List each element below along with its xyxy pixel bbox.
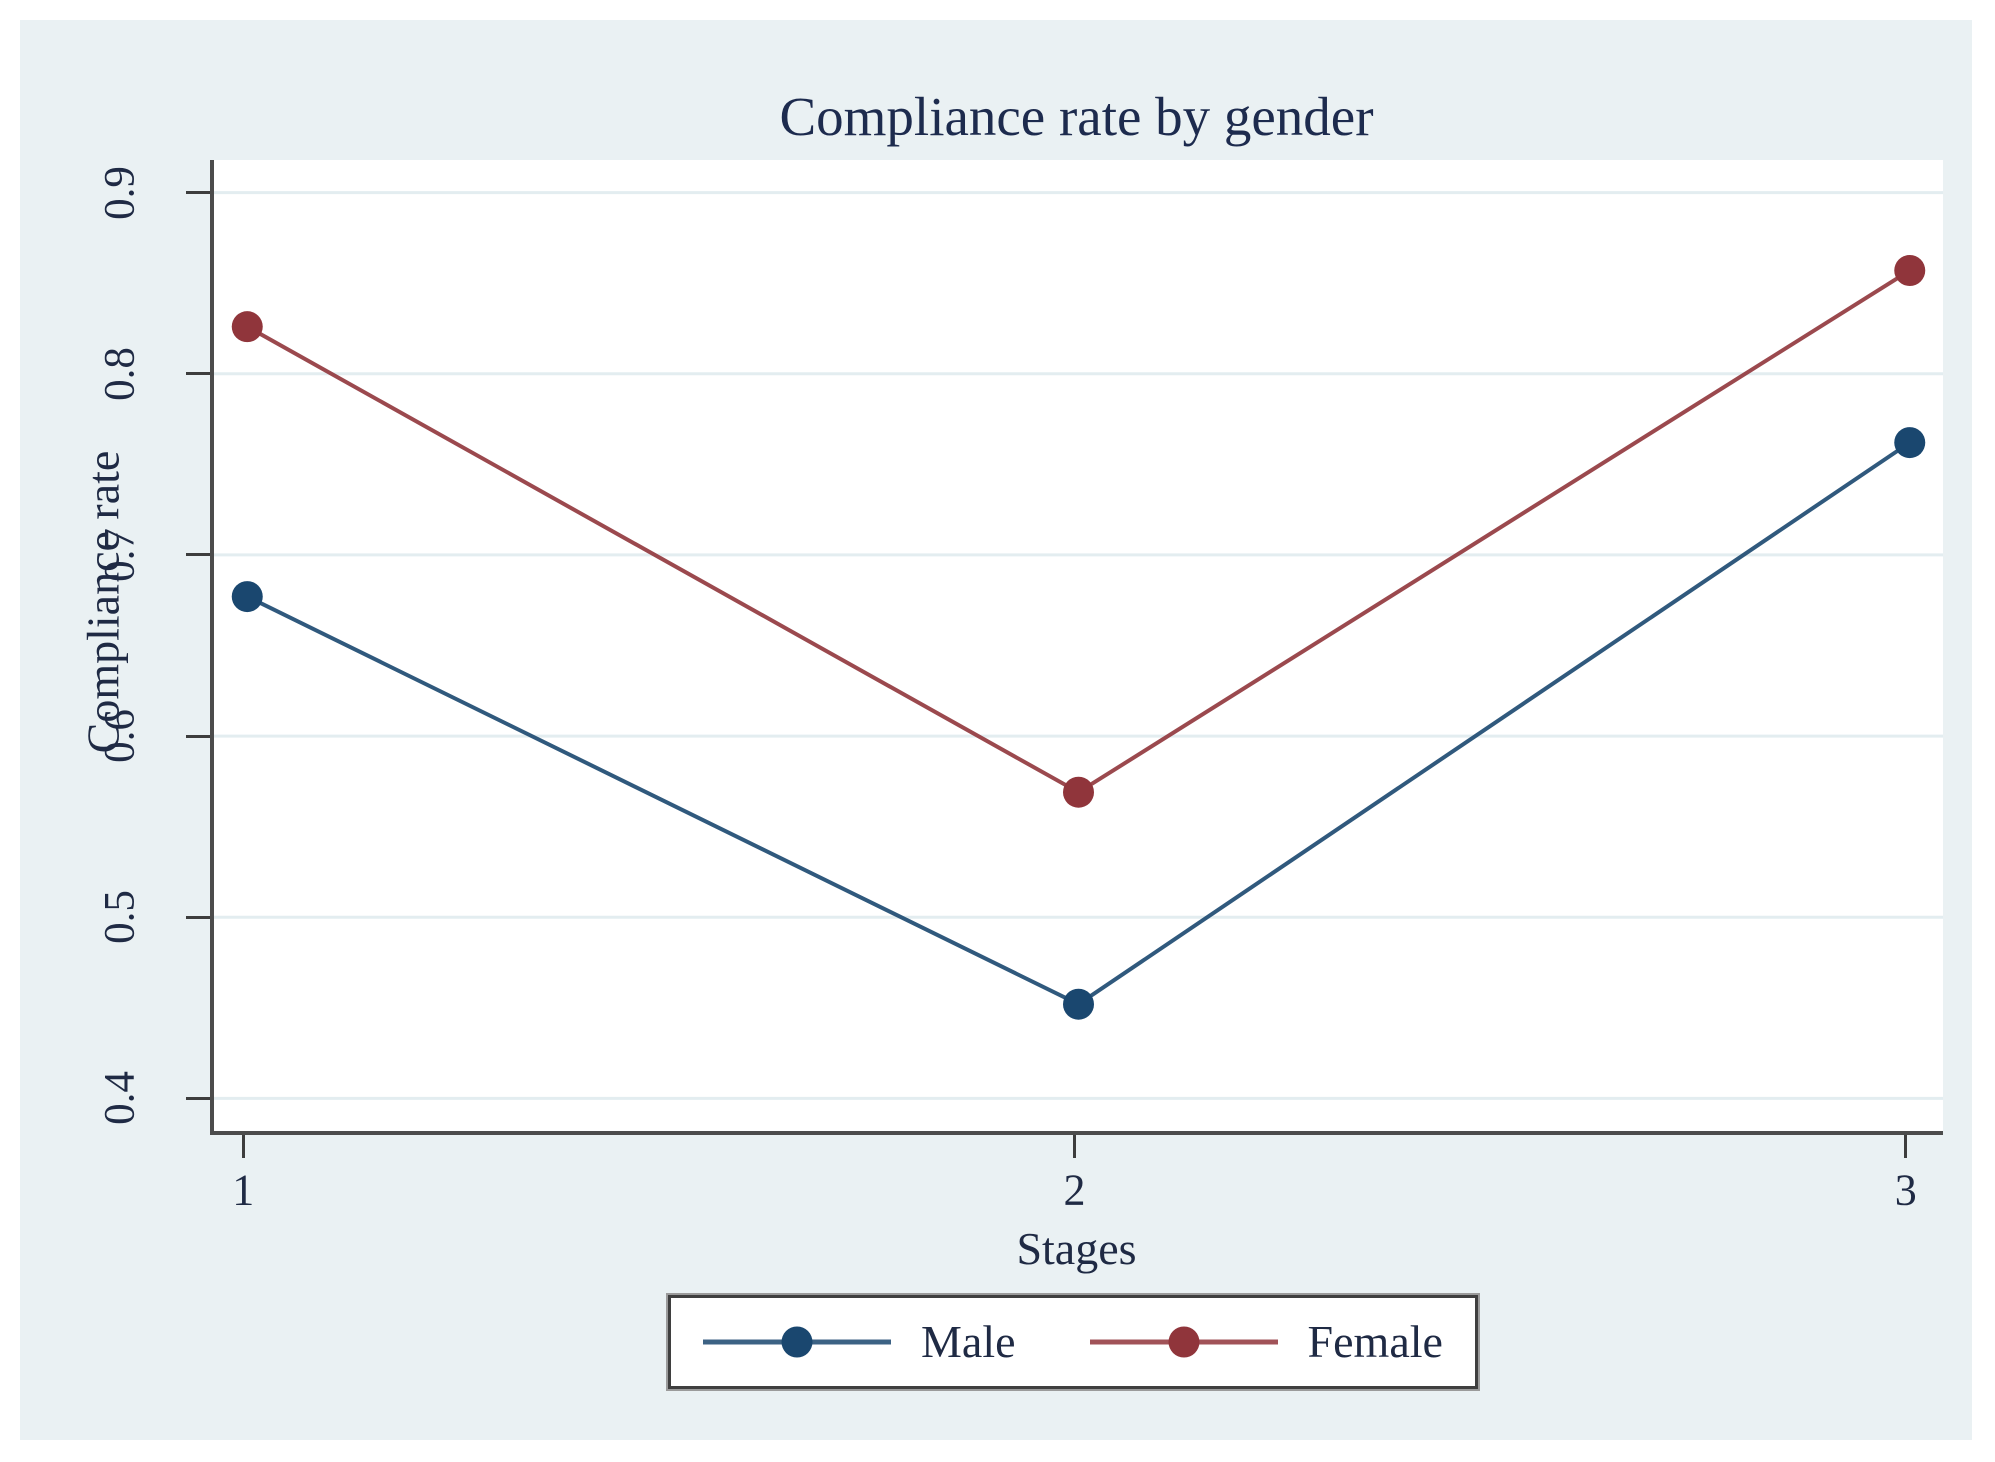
legend-box: Male Female xyxy=(666,1293,1480,1391)
plot-area xyxy=(210,160,1943,1135)
data-point-male-stage-3 xyxy=(1894,427,1926,459)
x-axis-label: Stages xyxy=(1016,1223,1137,1274)
male-line-marker-icon xyxy=(703,1326,892,1358)
chart-title: Compliance rate by gender xyxy=(779,86,1374,147)
legend-entry-female: Female xyxy=(1089,1316,1443,1367)
data-point-male-stage-1 xyxy=(231,581,263,613)
legend-label-male: Male xyxy=(921,1316,1016,1367)
data-point-female-stage-2 xyxy=(1063,776,1094,808)
series-line-male xyxy=(246,440,1911,1007)
chart-lines xyxy=(214,191,1943,1100)
legend-entry-male: Male xyxy=(703,1319,1016,1365)
female-line-marker-icon xyxy=(1089,1326,1278,1358)
data-point-female-stage-1 xyxy=(231,311,263,343)
legend-label-female: Female xyxy=(1307,1316,1443,1367)
series-line-female xyxy=(246,268,1911,795)
y-axis-label: Compliance rate xyxy=(77,450,129,754)
data-point-male-stage-2 xyxy=(1063,988,1094,1020)
data-point-female-stage-3 xyxy=(1894,255,1926,287)
